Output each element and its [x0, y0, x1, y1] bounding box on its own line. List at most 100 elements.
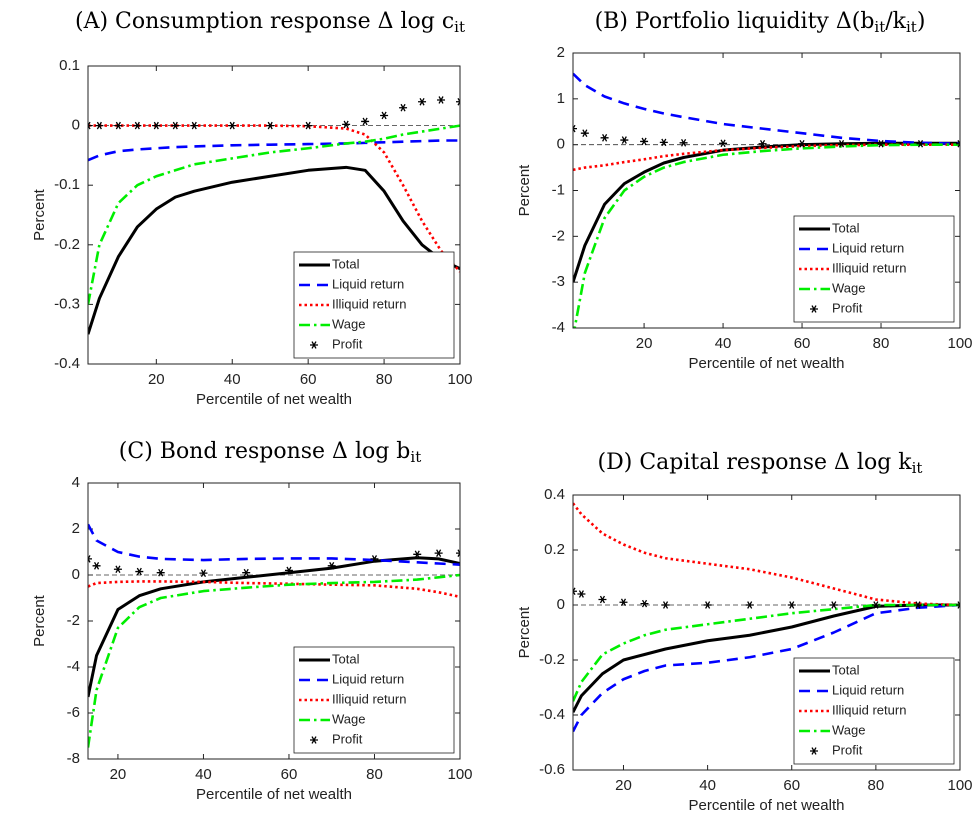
legend-label: Profit	[332, 336, 363, 351]
series-line	[88, 124, 460, 305]
axes-frame	[572, 494, 961, 771]
legend-label: Total	[832, 220, 860, 235]
marker	[679, 139, 688, 147]
legend-label: Wage	[832, 722, 865, 737]
y-tick-label: -2	[552, 227, 565, 244]
marker	[798, 139, 807, 148]
x-tick-label: 40	[699, 777, 716, 794]
panel-title: (A) Consumption response Δ log cit	[75, 9, 465, 36]
plot-lines	[573, 72, 960, 328]
y-tick-label: 0	[557, 596, 565, 613]
x-tick-label: 20	[148, 371, 165, 388]
x-tick-label: 80	[376, 371, 393, 388]
y-tick-label: -8	[67, 750, 80, 767]
y-tick-label: 2	[557, 44, 565, 61]
marker	[284, 566, 293, 575]
series-line	[573, 143, 960, 328]
marker	[228, 121, 237, 130]
marker	[361, 117, 370, 126]
marker	[133, 121, 142, 130]
title-part: (A) Consumption response Δ log c	[75, 9, 454, 34]
marker	[199, 569, 208, 577]
marker	[640, 599, 649, 608]
x-tick-label: 80	[366, 766, 383, 783]
marker	[758, 139, 767, 148]
legend-label: Wage	[332, 711, 365, 726]
x-tick-label: 40	[195, 766, 212, 783]
axes-frame	[572, 52, 961, 329]
legend-swatch	[310, 341, 318, 349]
plot-lines	[88, 96, 460, 335]
panel-title: (D) Capital response Δ log kit	[598, 450, 923, 477]
y-tick-label: 0	[72, 117, 80, 134]
marker	[573, 124, 577, 133]
marker	[399, 103, 408, 112]
legend-label: Liquid return	[832, 682, 904, 697]
marker	[580, 129, 589, 138]
panel-title: (B) Portfolio liquidity Δ(bit/kit)	[595, 9, 926, 36]
y-tick-label: -0.3	[54, 295, 80, 312]
legend-label: Profit	[332, 731, 363, 746]
series-line	[573, 603, 960, 713]
marker	[913, 601, 922, 609]
marker	[266, 121, 275, 130]
marker	[88, 121, 92, 130]
x-axis-label: Percentile of net wealth	[689, 355, 845, 372]
legend-label: Illiquid return	[832, 702, 906, 717]
legend-label: Total	[332, 256, 360, 271]
legend-label: Total	[332, 651, 360, 666]
y-tick-label: -4	[67, 658, 80, 675]
legend-label: Illiquid return	[332, 296, 406, 311]
series-line	[88, 580, 460, 599]
legend-label: Wage	[832, 280, 865, 295]
marker	[659, 138, 668, 147]
y-tick-label: -6	[67, 704, 80, 721]
marker	[327, 561, 336, 570]
y-tick-label: -4	[552, 319, 565, 336]
legend: Total Liquid return Illiquid return Wage Pro…	[293, 646, 455, 754]
y-tick-label: -2	[67, 612, 80, 629]
marker	[413, 550, 422, 559]
marker	[916, 139, 925, 148]
x-tick-label: 20	[636, 335, 653, 352]
title-part: (B) Portfolio liquidity Δ(b	[595, 9, 875, 34]
marker	[787, 601, 796, 609]
marker	[380, 111, 389, 120]
x-axis-label: Percentile of net wealth	[196, 391, 352, 408]
x-tick-label: 100	[947, 335, 972, 352]
y-axis-label: Percent	[516, 606, 533, 659]
marker	[242, 568, 251, 577]
x-tick-label: 60	[783, 777, 800, 794]
legend-label: Liquid return	[332, 276, 404, 291]
y-axis-label: Percent	[31, 594, 48, 647]
marker	[156, 568, 165, 577]
marker	[837, 139, 846, 148]
y-tick-label: -3	[552, 273, 565, 290]
x-tick-label: 80	[868, 777, 885, 794]
title-part: (C) Bond response Δ log b	[119, 439, 411, 464]
marker	[619, 598, 628, 607]
marker	[577, 590, 586, 598]
legend-label: Liquid return	[332, 671, 404, 686]
marker	[437, 96, 446, 104]
x-axis-label: Percentile of net wealth	[196, 786, 352, 803]
marker	[304, 121, 313, 130]
title-part: /k	[885, 9, 906, 34]
y-tick-label: -0.4	[539, 706, 565, 723]
marker	[88, 555, 92, 563]
marker	[342, 120, 351, 129]
x-tick-label: 40	[715, 335, 732, 352]
y-tick-label: -0.6	[539, 761, 565, 778]
x-tick-label: 60	[794, 335, 811, 352]
legend-box	[793, 657, 955, 765]
x-tick-label: 60	[300, 371, 317, 388]
marker	[370, 555, 379, 563]
series-line	[573, 502, 960, 607]
y-tick-label: -0.1	[54, 176, 80, 193]
legend-swatch	[810, 305, 818, 313]
legend-box	[793, 215, 955, 323]
panel: (C) Bond response Δ log bit -8 -6 -4 -2 0 2 4 20…	[31, 439, 473, 803]
title-subscript: it	[454, 18, 465, 36]
axes-frame	[87, 482, 461, 760]
